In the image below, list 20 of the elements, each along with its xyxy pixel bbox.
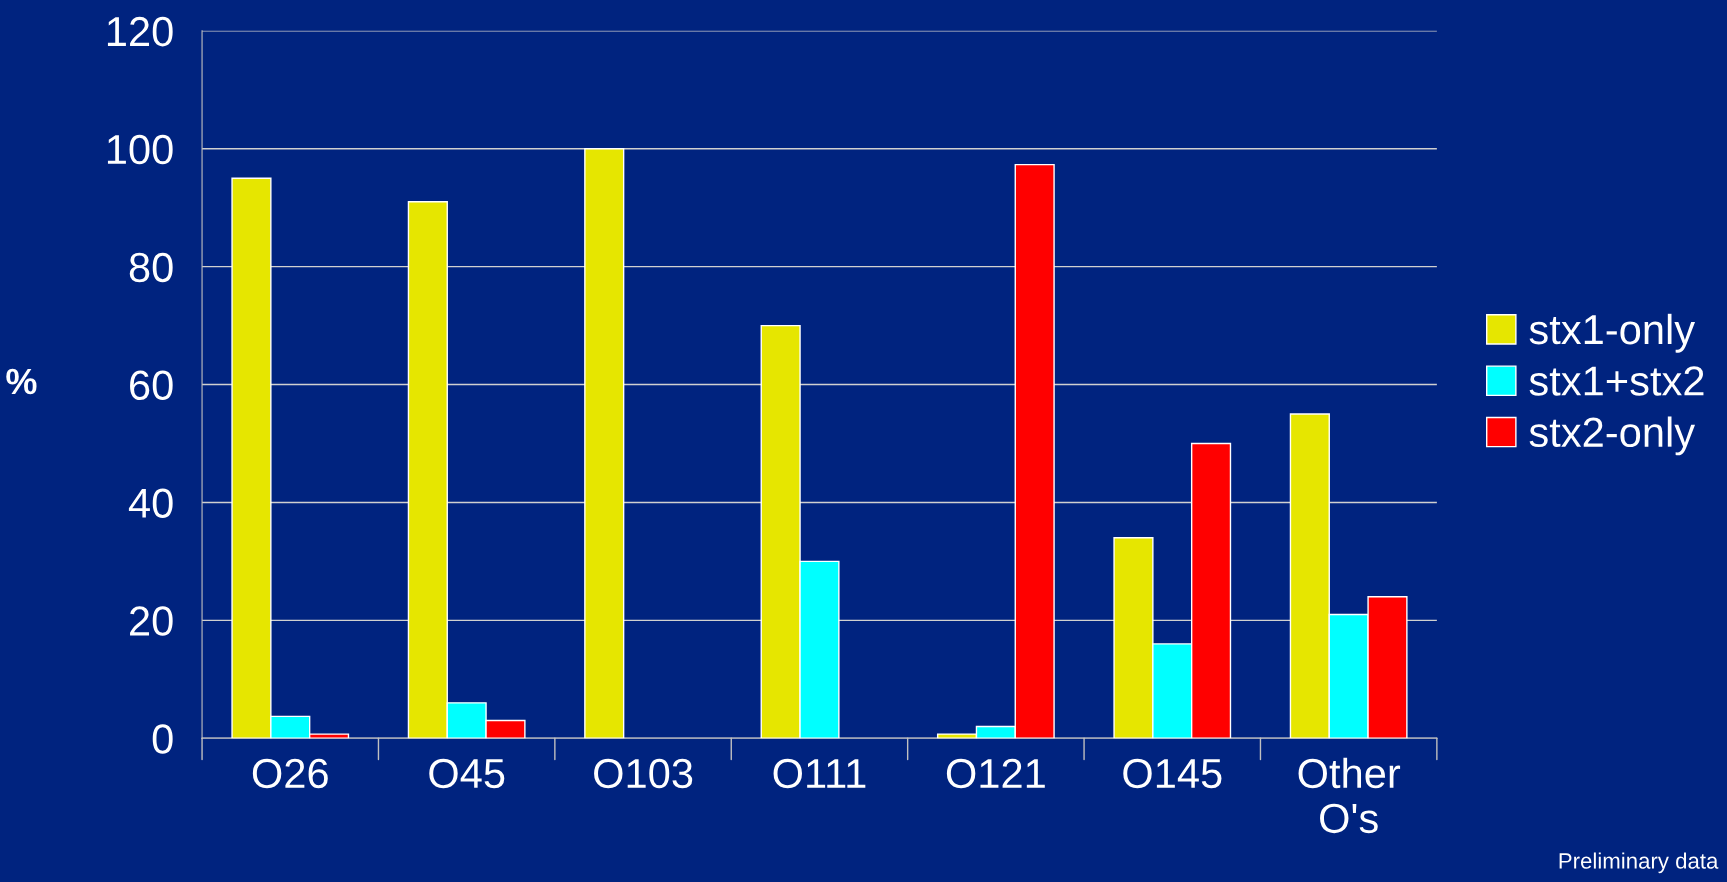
x-tick-label: O111 [773,758,866,789]
y-tick-label: 80 [129,252,173,283]
x-tick-label: Other O's [1298,757,1401,834]
legend-label: stx1-only [1529,313,1696,353]
y-tick-label: 120 [107,16,173,47]
x-tick-label: O145 [1123,758,1222,789]
x-tick-label: O45 [429,758,505,789]
y-tick-label: 100 [107,134,173,165]
x-tick-label: O103 [594,758,693,789]
text: Preliminary data [1559,852,1719,874]
y-axis-title: % [6,368,37,395]
legend-label: stx1+stx2 [1529,366,1704,396]
x-tick-label: O121 [946,758,1045,789]
bar [584,148,625,739]
y-tick-label: 20 [130,606,173,636]
legend-label: stx2-only [1529,416,1696,456]
y-tick-label: 0 [152,724,173,754]
x-tick-label: O26 [252,758,328,789]
y-tick-label: 60 [130,370,173,401]
y-tick-label: 40 [128,488,173,518]
